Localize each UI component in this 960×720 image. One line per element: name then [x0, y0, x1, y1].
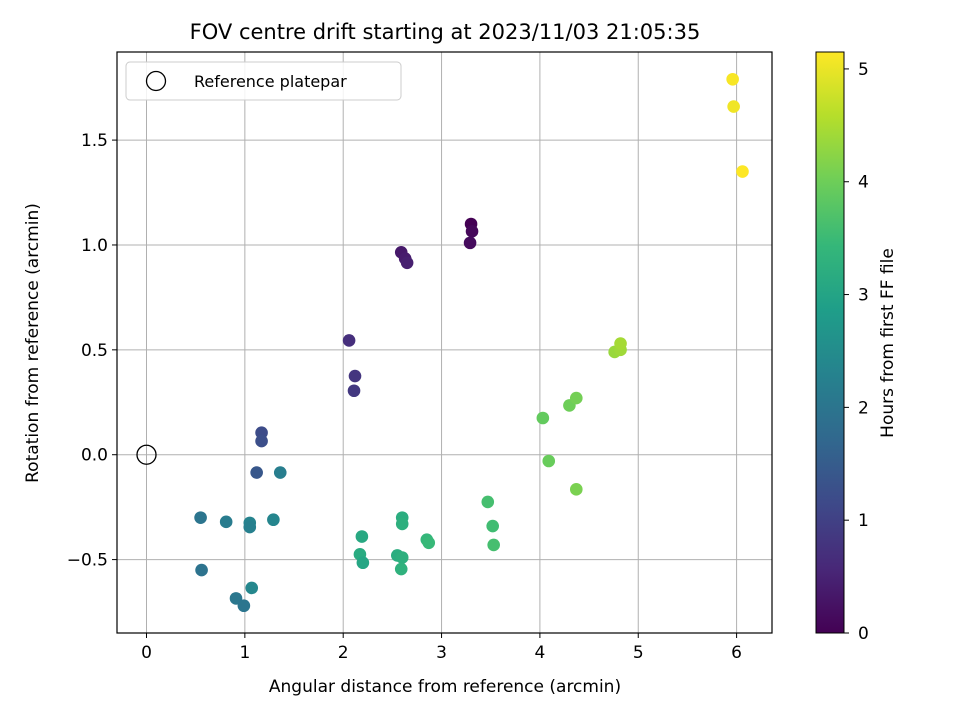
scatter-point [481, 495, 495, 509]
scatter-point [394, 562, 408, 576]
colorbar-tick-label: 2 [858, 398, 869, 418]
scatter-point [486, 519, 499, 533]
y-tick-label: −0.5 [67, 551, 108, 571]
scatter-point [348, 369, 362, 383]
x-tick-label: 4 [534, 643, 545, 663]
scatter-point [355, 530, 369, 543]
colorbar-tick-label: 4 [858, 173, 869, 193]
scatter-point [463, 236, 477, 250]
grid-lines [117, 52, 772, 633]
x-tick-label: 2 [338, 643, 349, 663]
scatter-point [487, 538, 500, 552]
scatter-point [267, 513, 280, 527]
scatter-point [356, 556, 370, 570]
scatter-point [245, 581, 259, 595]
legend-box [125, 61, 402, 101]
x-tick-label: 1 [239, 643, 250, 663]
colorbar-gradient [815, 51, 845, 634]
y-axis-ticks: −0.5 0.0 0.5 1.0 1.5 [67, 131, 117, 571]
scatter-point [536, 411, 550, 425]
colorbar-tick-label: 3 [858, 286, 869, 306]
scatter-point [342, 334, 356, 347]
scatter-point [250, 466, 263, 479]
scatter-point [219, 515, 233, 529]
legend-entry-label: Reference platepar [194, 72, 347, 91]
reference-layer [136, 444, 157, 465]
scatter-point [195, 563, 208, 577]
scatter-point [229, 592, 243, 605]
colorbar-tick-label: 5 [858, 60, 869, 80]
scatter-point [395, 551, 409, 564]
x-tick-label: 6 [731, 643, 742, 663]
colorbar: 0 1 2 3 4 5 Hours from first FF file [815, 51, 898, 644]
scatter-point [273, 466, 287, 479]
legend: Reference platepar [125, 61, 402, 101]
scatter-point [569, 483, 583, 496]
colorbar-tick-label: 1 [858, 511, 869, 531]
x-tick-label: 0 [141, 643, 152, 663]
scatter-point [727, 100, 740, 113]
scatter-point [255, 434, 268, 448]
x-tick-label: 5 [633, 643, 644, 663]
scatter-point [569, 391, 583, 405]
scatter-point [400, 256, 414, 270]
y-tick-label: 0.5 [81, 341, 108, 361]
colorbar-tick-label: 0 [858, 624, 869, 644]
scatter-point [465, 225, 479, 238]
scatter-point [736, 165, 749, 178]
scatter-point [542, 454, 556, 468]
y-tick-label: 0.0 [81, 446, 108, 466]
scatter-point [237, 599, 251, 613]
x-axis-label: Angular distance from reference (arcmin) [269, 677, 621, 697]
colorbar-label: Hours from first FF file [878, 248, 898, 438]
colorbar-ticks: 0 1 2 3 4 5 [844, 60, 869, 644]
y-tick-label: 1.0 [81, 236, 108, 256]
scatter-point [726, 72, 739, 86]
scatter-point [422, 536, 436, 550]
y-tick-label: 1.5 [81, 131, 108, 151]
scatter-point [614, 337, 627, 350]
y-axis-label: Rotation from reference (arcmin) [23, 203, 43, 483]
legend-marker-icon [145, 70, 167, 92]
plot-frame [116, 51, 773, 634]
chart-title: FOV centre drift starting at 2023/11/03 … [190, 20, 701, 44]
data-points [194, 72, 749, 613]
scatter-point [347, 384, 361, 398]
x-tick-label: 3 [436, 643, 447, 663]
plot-area [116, 51, 773, 634]
x-axis-ticks: 0 1 2 3 4 5 6 [141, 633, 742, 663]
scatter-point [243, 520, 257, 534]
scatter-point [395, 517, 409, 531]
reference-marker [136, 444, 157, 465]
scatter-point [194, 511, 207, 524]
